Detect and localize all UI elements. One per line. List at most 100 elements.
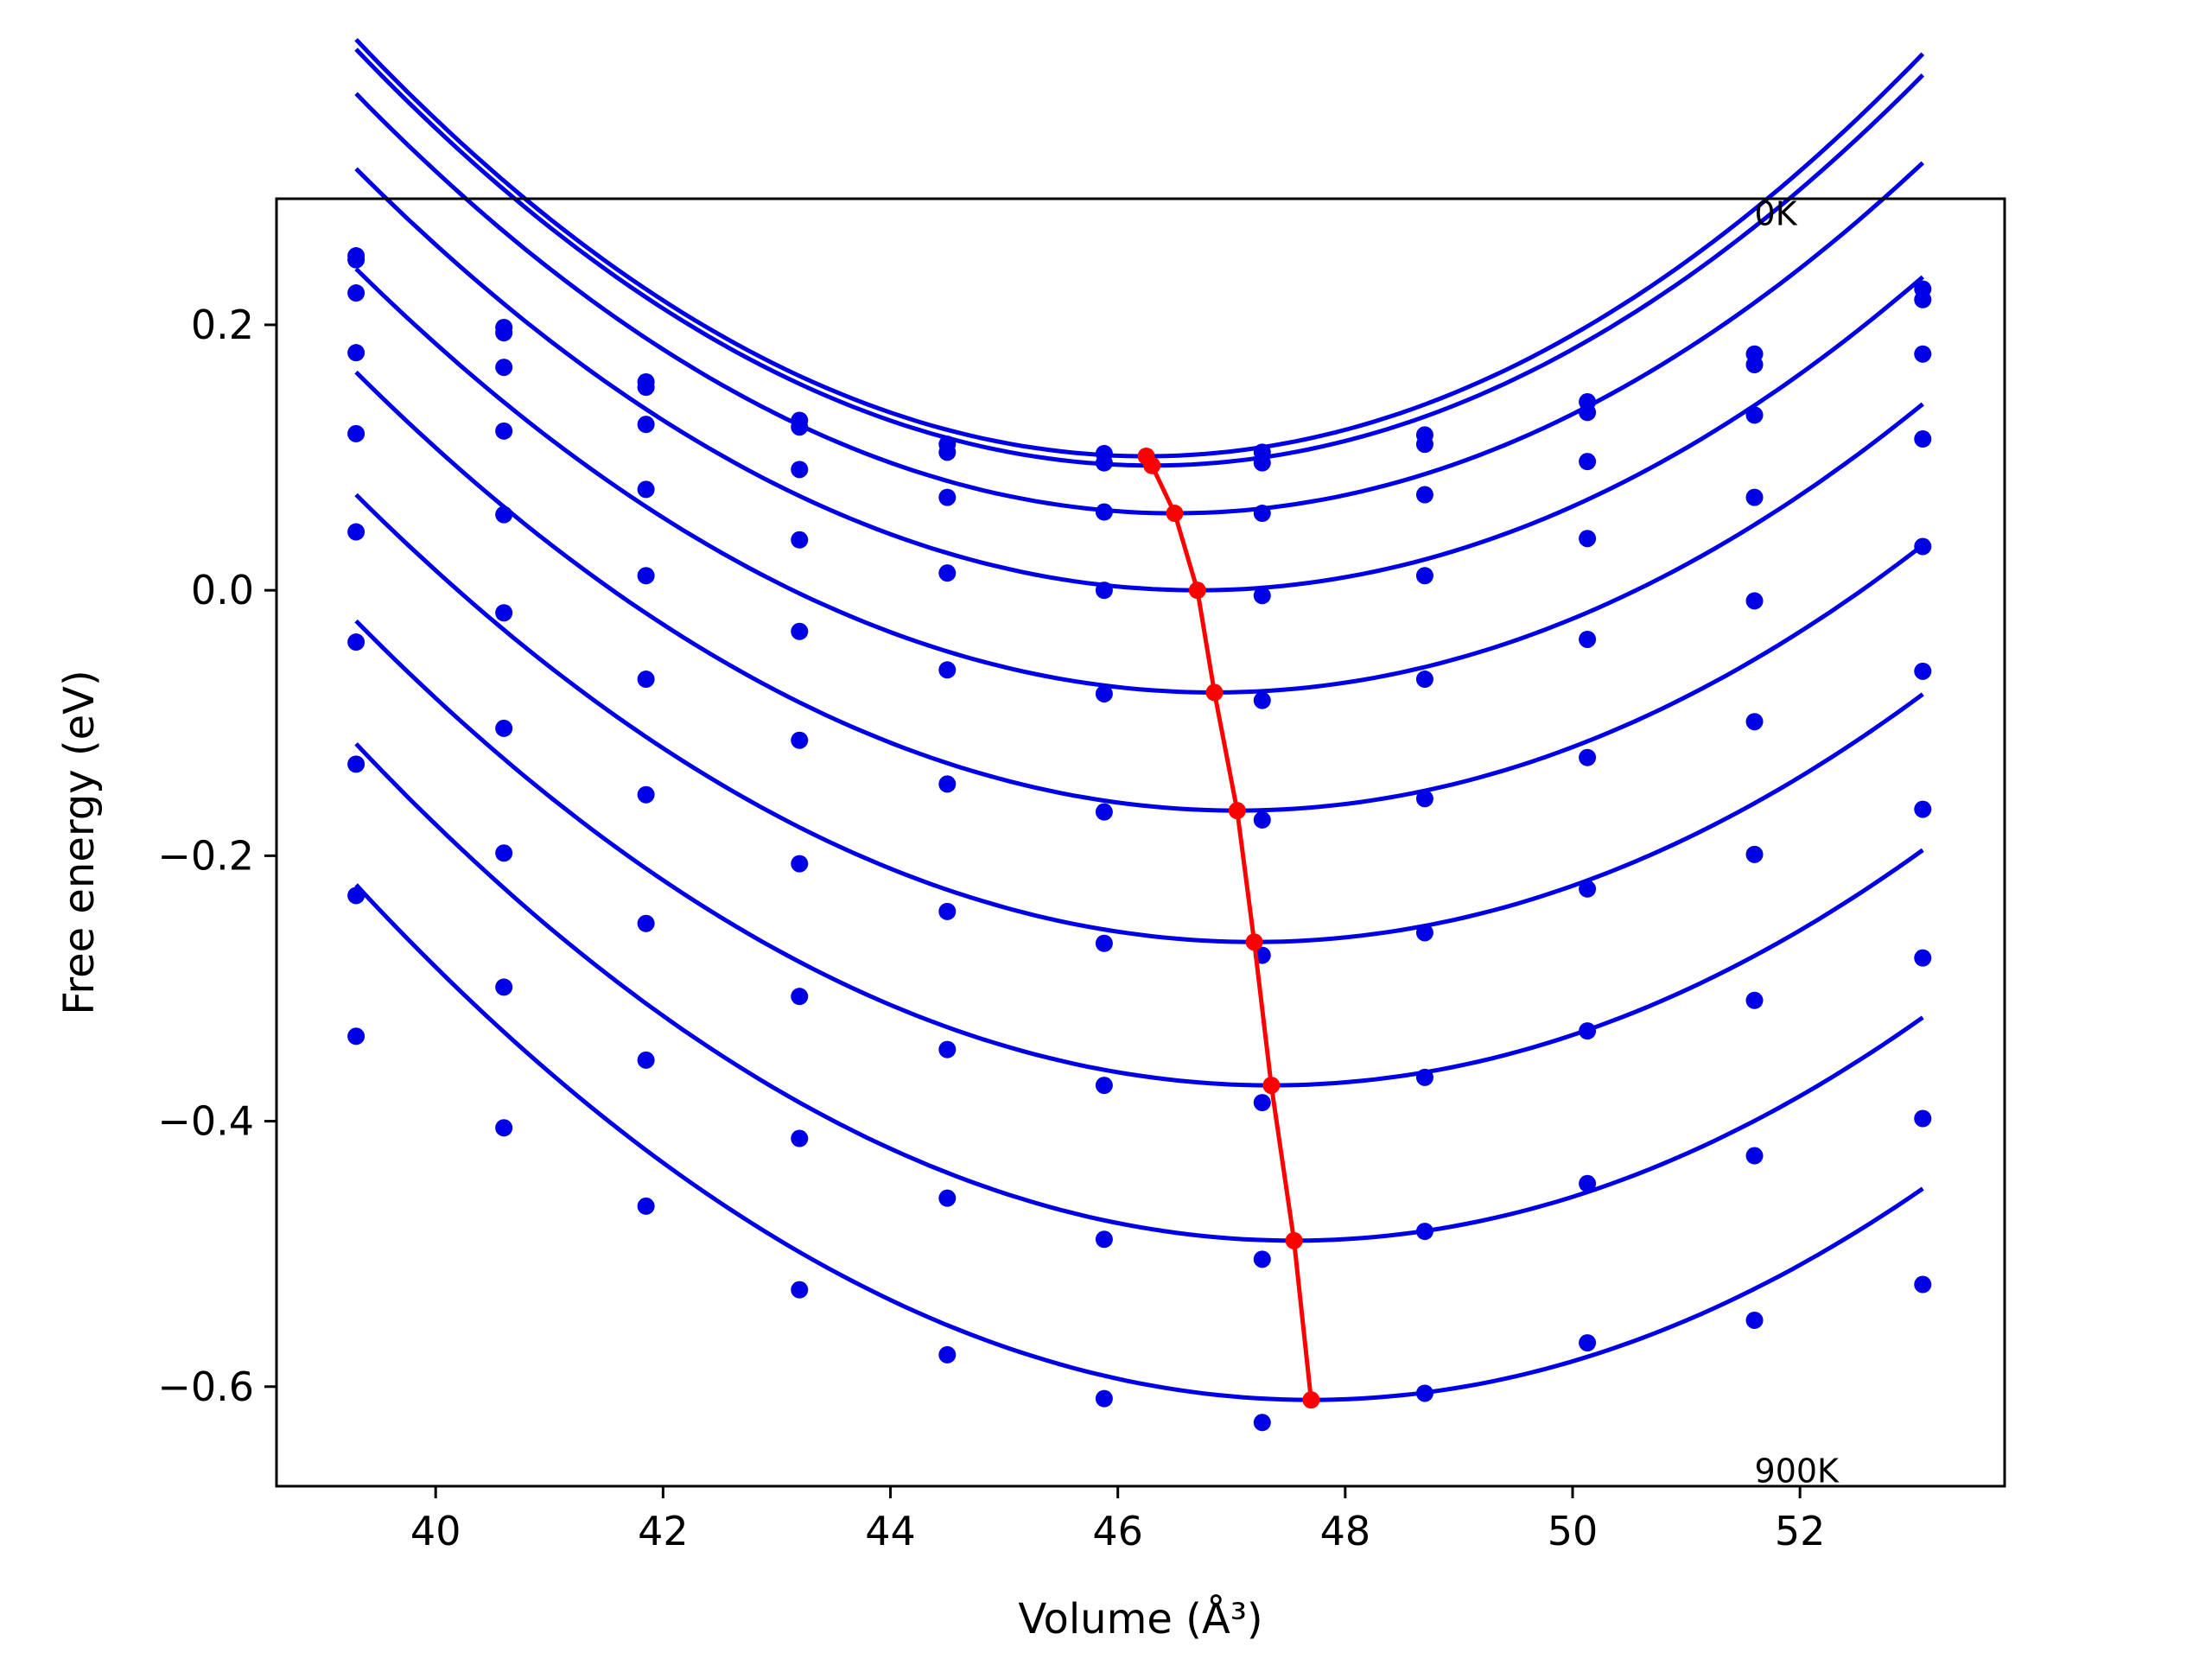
data-point — [347, 284, 365, 302]
x-axis-label: Volume (Å³) — [1018, 1594, 1262, 1643]
data-point — [1095, 1389, 1113, 1408]
minimum-point — [1285, 1231, 1303, 1249]
x-tick-label: 40 — [410, 1508, 461, 1554]
fit-curve — [354, 883, 1924, 1402]
data-point — [1579, 453, 1597, 471]
x-tick-label: 46 — [1092, 1508, 1143, 1554]
data-point — [1914, 949, 1932, 967]
fit-curve — [354, 742, 1924, 1243]
data-point — [495, 978, 513, 996]
data-point — [791, 1129, 809, 1147]
data-point — [637, 567, 655, 585]
data-point — [637, 785, 655, 804]
x-tick-label: 52 — [1775, 1508, 1826, 1554]
data-point — [938, 1040, 957, 1058]
data-point — [1253, 587, 1271, 605]
data-point — [1914, 345, 1932, 363]
x-tick-label: 44 — [865, 1508, 916, 1554]
data-point — [1095, 1230, 1113, 1249]
data-point — [637, 378, 655, 397]
data-point — [791, 622, 809, 640]
axes-frame — [275, 197, 2006, 1488]
data-point — [1095, 1077, 1113, 1095]
data-point — [938, 564, 957, 582]
data-point — [1253, 810, 1271, 829]
data-point — [347, 633, 365, 652]
data-point — [347, 755, 365, 773]
minimum-point — [1262, 1077, 1281, 1095]
data-point — [637, 671, 655, 689]
data-point — [938, 488, 957, 506]
data-point — [1579, 1022, 1597, 1040]
data-point — [1253, 505, 1271, 523]
axis-ticks: 40 42 44 46 48 50 52 0.2 0.0 −0.2 −0.4 −0.6 — [157, 302, 1825, 1554]
data-point — [1914, 800, 1932, 818]
plot-area: 0K 900K — [347, 37, 1932, 1490]
data-point — [938, 1189, 957, 1207]
data-point — [347, 1027, 365, 1046]
minimum-point — [1188, 582, 1206, 600]
minimum-point — [1302, 1391, 1320, 1409]
minimum-point — [1166, 505, 1184, 523]
data-point — [637, 480, 655, 499]
data-point — [495, 422, 513, 440]
fit-curve — [354, 92, 1924, 516]
data-point — [1745, 991, 1764, 1009]
minimum-point — [1245, 933, 1263, 951]
data-point — [495, 359, 513, 377]
fit-curve — [354, 493, 1924, 944]
fit-curve — [354, 619, 1924, 1088]
data-point — [1745, 592, 1764, 610]
data-point — [1579, 630, 1597, 648]
data-point — [1745, 356, 1764, 374]
data-point — [938, 775, 957, 793]
data-point — [495, 844, 513, 862]
data-point — [1914, 1275, 1932, 1294]
y-tick-label: 0.0 — [191, 567, 254, 613]
data-point — [637, 914, 655, 932]
data-point — [938, 902, 957, 920]
minimum-point — [1143, 456, 1161, 474]
data-point — [1415, 1384, 1433, 1402]
minimum-point — [1228, 802, 1246, 820]
data-point — [1415, 790, 1433, 808]
data-point — [1415, 924, 1433, 942]
data-point — [1579, 1174, 1597, 1192]
fit-curve — [354, 48, 1925, 468]
data-point — [637, 1197, 655, 1215]
minimum-point — [1205, 683, 1224, 702]
data-point — [1914, 290, 1932, 308]
x-tick-label: 48 — [1320, 1508, 1371, 1554]
data-point — [1253, 1250, 1271, 1268]
data-point — [938, 443, 957, 461]
y-tick-label: −0.6 — [157, 1363, 254, 1410]
x-tick-label: 42 — [638, 1508, 689, 1554]
data-point — [347, 344, 365, 362]
data-point — [791, 731, 809, 749]
data-point — [347, 523, 365, 541]
data-point — [1914, 1109, 1932, 1128]
data-point — [637, 416, 655, 434]
temperature-annotation: 0K — [1755, 195, 1798, 233]
data-point — [637, 1051, 655, 1069]
data-point — [1095, 934, 1113, 952]
data-point — [347, 424, 365, 442]
data-point — [1095, 503, 1113, 521]
data-point — [495, 1119, 513, 1137]
data-point — [791, 1281, 809, 1299]
data-point — [1745, 713, 1764, 731]
data-point — [1745, 488, 1764, 506]
fit-curve — [354, 267, 1924, 695]
data-point — [1579, 748, 1597, 766]
y-tick-label: −0.2 — [157, 832, 254, 879]
data-point — [1253, 1414, 1271, 1432]
data-point — [1253, 691, 1271, 709]
data-point — [791, 461, 809, 479]
data-point — [1095, 454, 1113, 472]
data-point — [1745, 845, 1764, 863]
data-point — [1415, 1068, 1433, 1086]
data-point — [495, 324, 513, 342]
data-point — [791, 531, 809, 549]
data-point — [1745, 1311, 1764, 1329]
data-point — [1415, 671, 1433, 689]
